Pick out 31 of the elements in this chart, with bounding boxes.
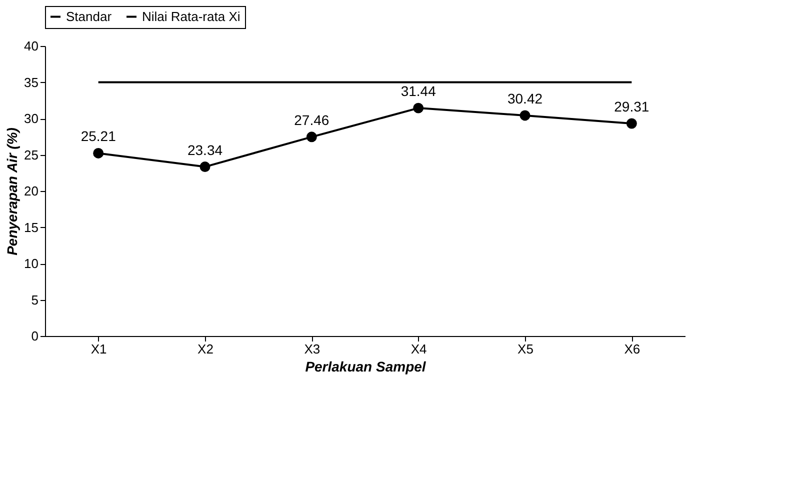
x-tick-label: X5: [518, 342, 534, 356]
data-label: 25.21: [80, 128, 116, 144]
data-label: 29.31: [614, 98, 650, 115]
point: [306, 132, 317, 142]
point: [413, 102, 424, 114]
y-tick-label: 0: [31, 328, 38, 344]
y-tick-label: 10: [24, 256, 38, 271]
y-tick-label: 5: [31, 292, 38, 308]
point: [520, 110, 530, 121]
y-tick-label: 40: [24, 38, 38, 54]
data-label: 30.42: [507, 90, 543, 106]
x-tick-label: X3: [304, 342, 320, 356]
point: [93, 148, 104, 158]
x-axis-title: Perlakuan Sampel: [305, 358, 427, 374]
x-tick-label: X4: [410, 342, 427, 356]
y-tick-label: 25: [24, 147, 38, 162]
point: [626, 118, 637, 129]
x-tick-label: X2: [198, 342, 214, 356]
y-axis-title: Penyerapan Air (%): [4, 127, 20, 256]
point: [200, 162, 210, 172]
data-label: 23.34: [187, 142, 223, 158]
legend-label: Standar: [66, 8, 112, 24]
data-label: 31.44: [400, 83, 436, 100]
y-tick-label: 20: [24, 184, 38, 198]
x-tick-label: X6: [624, 342, 640, 356]
y-tick-label: 15: [24, 220, 38, 235]
data-label: 27.46: [294, 112, 330, 128]
y-tick-label: 35: [24, 74, 38, 90]
x-tick-label: X1: [90, 342, 107, 356]
legend-label: Nilai Rata-rata Xi: [142, 8, 240, 24]
y-tick-label: 30: [24, 111, 38, 126]
